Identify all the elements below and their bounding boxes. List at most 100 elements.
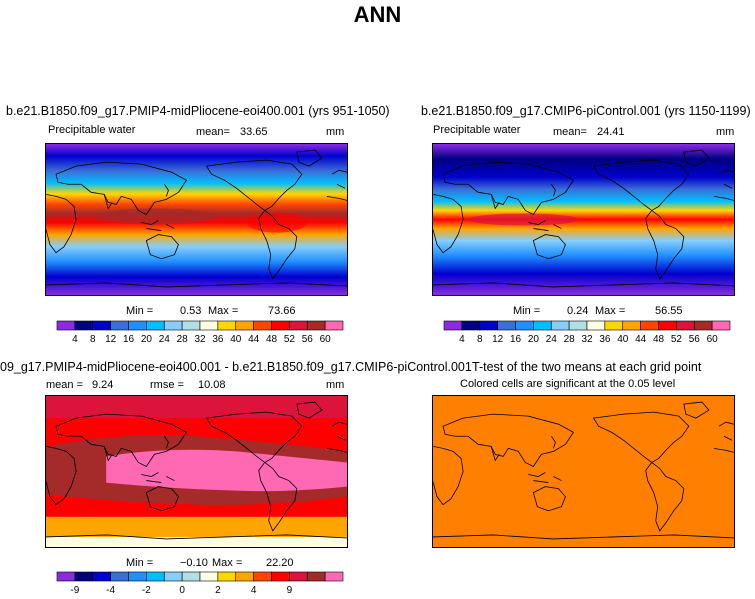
test-mean-value: 33.65 [240,126,268,138]
control-map [432,143,735,296]
colorbar-tick-label: 28 [177,334,189,345]
control-mean-value: 24.41 [597,126,625,138]
colorbar-cell [146,320,165,331]
ttest-panel-title: T-test of the two means at each grid poi… [472,360,702,374]
colorbar-cell [253,571,272,582]
control-mean-label: mean= [553,126,587,138]
test-mean-label: mean= [196,126,230,138]
colorbar-tick-label: 48 [653,334,665,345]
colorbar-tick-label: 48 [266,334,278,345]
colorbar-cell [163,571,183,582]
colorbar-cell [568,320,588,331]
colorbar-cell [676,320,695,331]
colorbar-tick-label: 2 [215,585,221,596]
colorbar-tick-label: 12 [492,334,504,345]
colorbar-cell [74,320,94,331]
test-max-label: Max = [208,305,239,317]
colorbar-tick-label: 32 [194,334,206,345]
colorbar-cell [128,571,147,582]
colorbar-cell [217,571,237,582]
colorbar-cell [497,320,516,331]
colorbar-tick-label: -2 [142,585,151,596]
colorbar-tick-label: 40 [230,334,242,345]
diff-units: mm [326,379,345,391]
colorbar-tick-label: -9 [70,585,79,596]
colorbar-cell [199,320,219,331]
colorbar-cell [92,320,111,331]
test-max-value: 73.66 [268,305,296,317]
diff-rmse-label: rmse = [150,379,184,391]
control-max-value: 56.55 [655,305,683,317]
colorbar-tick-label: 4 [72,334,78,345]
diff-colorbar: -9 -4 -2 0 2 4 9 [56,571,344,596]
colorbar-cell [550,320,570,331]
colorbar-cell [271,320,290,331]
control-variable-label: Precipitable water [433,124,521,136]
colorbar-cell [711,320,731,331]
colorbar-cell [110,320,129,331]
colorbar-tick-label: 60 [320,334,332,345]
colorbar-cell [217,320,237,331]
colorbar-cell [92,571,111,582]
colorbar-tick-label: 32 [581,334,593,345]
colorbar-cell [235,571,254,582]
test-min-label: Min = [126,305,154,317]
colorbar-cell [74,571,94,582]
diff-mean-value: 9.24 [92,379,114,391]
colorbar-cell [253,320,272,331]
colorbar-cell [622,320,641,331]
test-min-value: 0.53 [180,305,202,317]
colorbar-tick-label: 20 [528,334,540,345]
colorbar-cell [479,320,498,331]
colorbar-cell [128,320,147,331]
diff-max-value: 22.20 [266,557,294,569]
test-colorbar: 4 8 12 16 20 24 28 32 36 40 44 48 52 56 60 [56,320,344,345]
colorbar-tick-label: 12 [105,334,117,345]
control-panel-title: b.e21.B1850.f09_g17.CMIP6-piControl.001 … [421,104,751,118]
colorbar-cell [461,320,481,331]
colorbar-tick-label: 4 [459,334,465,345]
colorbar-cell [181,571,201,582]
colorbar-cell [271,571,290,582]
colorbar-tick-label: -4 [106,585,115,596]
control-colorbar: 4 8 12 16 20 24 28 32 36 40 44 48 52 56 60 [443,320,731,345]
colorbar-cell [110,571,129,582]
colorbar-cell [306,320,326,331]
colorbar-cell [586,320,606,331]
test-units: mm [326,126,345,138]
colorbar-cell [324,320,344,331]
ttest-subtitle: Colored cells are significant at the 0.0… [460,378,676,390]
significance-fill [433,396,734,547]
ttest-map [432,395,735,548]
colorbar-tick-label: 8 [90,334,96,345]
colorbar-cell [640,320,659,331]
diff-min-value: −0.10 [180,557,208,569]
diff-max-label: Max = [212,557,243,569]
colorbar-tick-label: 4 [251,585,257,596]
colorbar-tick-label: 28 [564,334,576,345]
colorbar-cell [604,320,624,331]
test-variable-label: Precipitable water [48,124,136,136]
colorbar-cell [163,320,183,331]
colorbar-tick-label: 24 [546,334,558,345]
colorbar-cell [533,320,552,331]
colorbar-cell [181,320,201,331]
diff-map [45,395,348,548]
control-min-value: 0.24 [567,305,589,317]
control-min-label: Min = [513,305,541,317]
colorbar-cell [443,320,463,331]
colorbar-tick-label: 56 [689,334,701,345]
colorbar-tick-label: 24 [159,334,171,345]
colorbar-cell [306,571,326,582]
colorbar-tick-label: 0 [179,585,185,596]
colorbar-cell [56,320,76,331]
diff-rmse-value: 10.08 [198,379,226,391]
control-units: mm [716,126,735,138]
colorbar-tick-label: 36 [212,334,224,345]
colorbar-cell [693,320,713,331]
colorbar-cell [289,571,308,582]
colorbar-cell [658,320,677,331]
main-title: ANN [353,2,402,27]
colorbar-tick-label: 56 [302,334,314,345]
colorbar-tick-label: 9 [287,585,293,596]
